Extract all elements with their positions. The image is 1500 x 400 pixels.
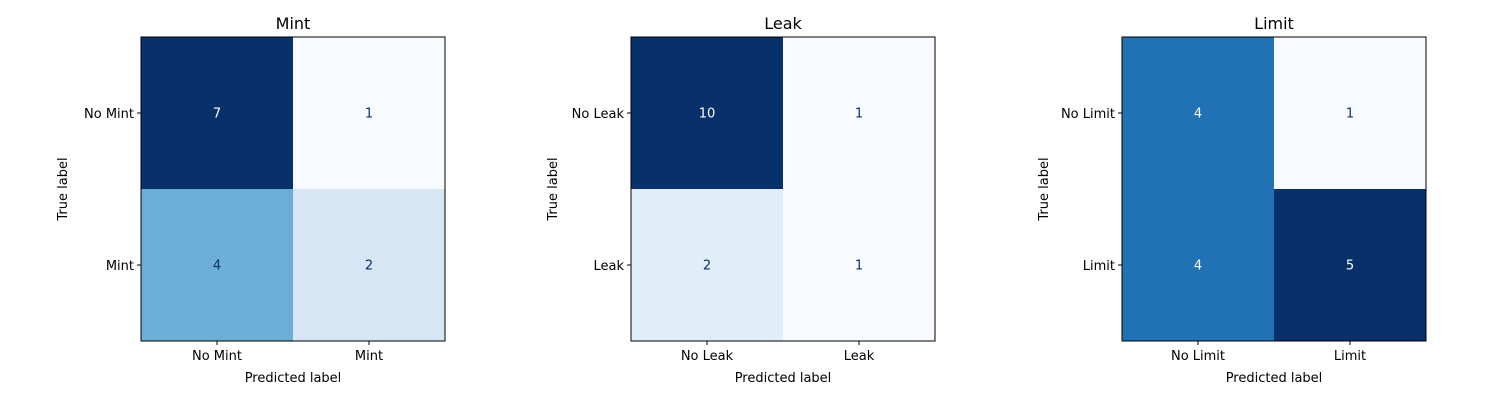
cell-value-label: 4: [213, 259, 221, 274]
cell-value-label: 10: [699, 107, 716, 122]
chart-title: Mint: [276, 14, 311, 33]
matrix-cell: [783, 37, 935, 189]
cell-value-label: 7: [213, 107, 221, 122]
x-axis-label: Predicted label: [245, 371, 342, 386]
matrix-cell: [631, 189, 783, 341]
matrix-cell: [1122, 189, 1274, 341]
matrix-cell: [1274, 189, 1426, 341]
confusion-matrix-panel-3: 4 1 4 5 Limit No Limit Limit No Limit Limit Predi…: [1037, 14, 1427, 386]
x-tick-label: No Limit: [1171, 349, 1225, 364]
matrix-cell: [141, 189, 293, 341]
y-axis-label: True label: [1037, 157, 1052, 221]
cell-value-label: 1: [1346, 107, 1354, 122]
cell-value-label: 1: [365, 107, 373, 122]
confusion-matrix-panel-1: 7 1 4 2 Mint No Mint Mint No Mint Mint Predicted …: [56, 14, 446, 386]
cell-value-label: 1: [855, 259, 863, 274]
y-axis-label: True label: [56, 157, 71, 221]
y-tick-label: Limit: [1083, 259, 1115, 274]
y-tick-label: No Limit: [1061, 107, 1115, 122]
x-axis-label: Predicted label: [735, 371, 832, 386]
cell-value-label: 1: [855, 107, 863, 122]
x-tick-label: Limit: [1334, 349, 1366, 364]
confusion-matrix-panel-2: 10 1 2 1 Leak No Leak Leak No Leak Leak Predicted…: [546, 14, 936, 386]
x-tick-label: No Leak: [681, 349, 734, 364]
cell-value-label: 2: [703, 259, 711, 274]
x-tick-label: Leak: [844, 349, 875, 364]
matrix-cell: [141, 37, 293, 189]
y-axis-label: True label: [546, 157, 561, 221]
plot-frame: [630, 36, 936, 342]
plot-frame: [140, 36, 446, 342]
cell-value-label: 4: [1194, 107, 1202, 122]
y-tick-label: No Leak: [572, 107, 625, 122]
matrix-cell: [631, 37, 783, 189]
matrix-cell: [1274, 37, 1426, 189]
cell-value-label: 2: [365, 259, 373, 274]
matrix-cell: [293, 37, 445, 189]
y-tick-label: No Mint: [84, 107, 134, 122]
x-axis-label: Predicted label: [1226, 371, 1323, 386]
y-tick-label: Leak: [593, 259, 624, 274]
cell-value-label: 5: [1346, 259, 1354, 274]
x-tick-label: Mint: [355, 349, 383, 364]
chart-title: Limit: [1254, 14, 1294, 33]
matrix-cell: [783, 189, 935, 341]
chart-title: Leak: [764, 14, 802, 33]
plot-frame: [1121, 36, 1427, 342]
x-tick-label: No Mint: [192, 349, 242, 364]
matrix-cell: [293, 189, 445, 341]
cell-value-label: 4: [1194, 259, 1202, 274]
y-tick-label: Mint: [106, 259, 134, 274]
matrix-cell: [1122, 37, 1274, 189]
